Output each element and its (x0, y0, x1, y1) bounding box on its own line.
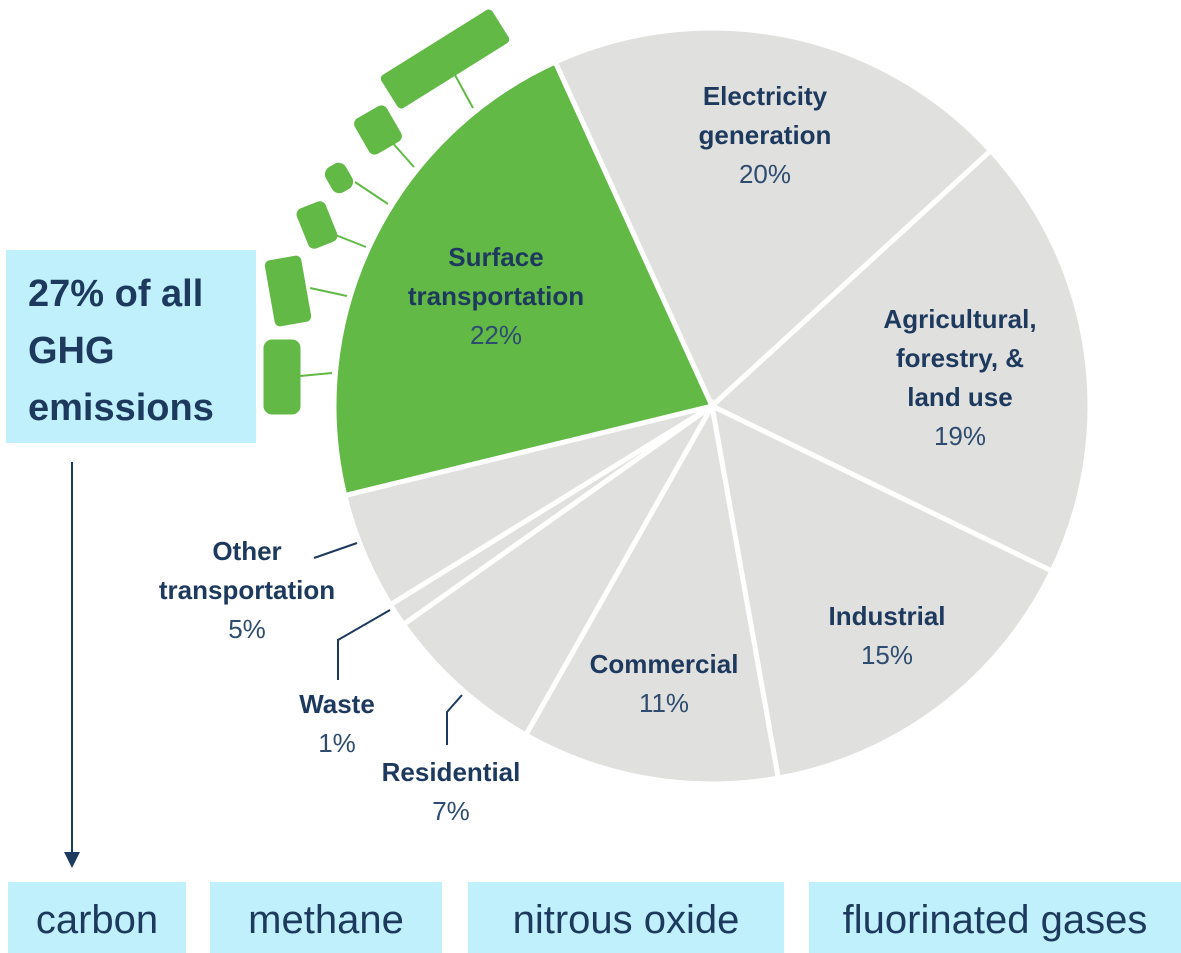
value-label: 7% (432, 796, 470, 826)
slice-label: Industrial 15% (787, 597, 987, 675)
pie-slice (551, 25, 995, 411)
category-label: Waste (299, 689, 375, 719)
gas-box: carbon (8, 882, 186, 953)
slice-label: Other transportation 5% (137, 532, 357, 649)
category-label: Agricultural, forestry, & land use (883, 304, 1037, 412)
category-label: Residential (381, 757, 521, 787)
gas-box: fluorinated gases (809, 882, 1181, 953)
category-label: Commercial (589, 649, 739, 679)
category-label: Electricity generation (698, 81, 832, 150)
category-label: Surface transportation (407, 242, 585, 311)
value-label: 5% (228, 614, 266, 644)
pie (331, 25, 1093, 787)
pie-slice (331, 58, 716, 499)
car-icon (296, 201, 338, 249)
callout-text: 27% of all GHG emissions (28, 273, 214, 429)
leader-lines (71, 462, 463, 855)
vehicle-icons (263, 9, 510, 415)
truck-icon (380, 9, 510, 109)
category-label: Other transportation (158, 536, 336, 605)
truck-icon (264, 255, 312, 327)
leader-line (446, 694, 463, 745)
arrow-head (64, 852, 80, 868)
value-label: 19% (933, 421, 987, 451)
slice-label: Commercial 11% (564, 645, 764, 723)
scooter-icon (324, 162, 354, 194)
leader-line (337, 609, 391, 680)
value-label: 1% (318, 728, 356, 758)
bus-icon (263, 339, 301, 415)
pie-slice (522, 398, 782, 787)
slice-label: Residential 7% (351, 753, 551, 831)
category-label: Industrial (828, 601, 946, 631)
slice-label: Waste 1% (277, 685, 397, 763)
value-label: 15% (860, 640, 914, 670)
pie-slice (400, 403, 715, 739)
pie-slice (707, 147, 1093, 575)
slice-label: Agricultural, forestry, & land use 19% (870, 300, 1050, 456)
gas-box: methane (210, 882, 442, 953)
slice-label: Surface transportation 22% (386, 238, 606, 355)
callout-box: 27% of all GHG emissions (6, 250, 256, 443)
car-icon (354, 105, 402, 155)
value-label: 20% (738, 159, 792, 189)
leader-line (313, 542, 358, 559)
pie-slice (708, 401, 1056, 782)
value-label: 22% (469, 320, 523, 350)
value-label: 11% (638, 688, 690, 718)
slice-label: Electricity generation 20% (665, 77, 865, 194)
gas-box: nitrous oxide (468, 882, 784, 953)
